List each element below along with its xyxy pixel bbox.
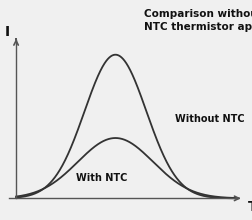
Text: With NTC: With NTC xyxy=(75,173,127,183)
Text: I: I xyxy=(5,25,10,39)
Text: Comparison without and with
NTC thermistor application: Comparison without and with NTC thermist… xyxy=(144,9,252,32)
Text: Without NTC: Without NTC xyxy=(174,114,244,124)
Text: T: T xyxy=(246,200,252,214)
